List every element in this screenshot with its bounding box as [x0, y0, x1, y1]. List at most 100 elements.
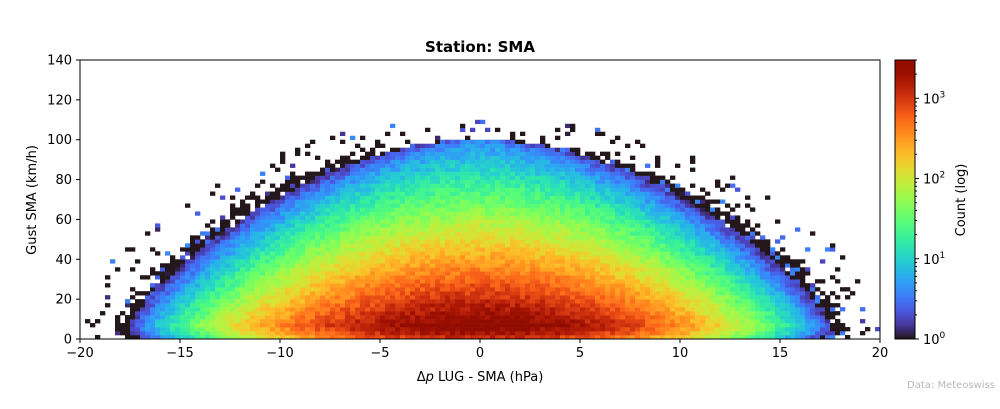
heatmap-cell — [395, 231, 401, 236]
heatmap-cell — [370, 291, 376, 296]
heatmap-cell — [380, 291, 386, 296]
heatmap-cell — [225, 259, 231, 264]
heatmap-cell — [490, 271, 496, 276]
heatmap-cell — [385, 203, 391, 208]
heatmap-cell — [540, 279, 546, 284]
heatmap-cell — [255, 231, 261, 236]
heatmap-cell — [660, 283, 666, 288]
heatmap-cell — [630, 219, 636, 224]
heatmap-cell — [580, 327, 586, 332]
heatmap-cell — [635, 295, 641, 300]
heatmap-cell — [520, 235, 526, 240]
heatmap-cell — [580, 323, 586, 328]
heatmap-cell — [560, 191, 566, 196]
heatmap-cell — [230, 295, 236, 300]
heatmap-cell — [310, 263, 316, 268]
heatmap-cell — [290, 171, 296, 176]
heatmap-cell — [580, 235, 586, 240]
heatmap-cell — [445, 215, 451, 220]
heatmap-cell — [610, 167, 616, 172]
heatmap-cell — [495, 179, 501, 184]
heatmap-cell — [340, 327, 346, 332]
heatmap-cell — [200, 243, 206, 248]
heatmap-cell — [440, 267, 446, 272]
heatmap-cell — [405, 259, 411, 264]
heatmap-cell — [435, 247, 441, 252]
heatmap-cell — [715, 215, 721, 220]
heatmap-cell — [195, 275, 201, 280]
heatmap-cell — [350, 247, 356, 252]
heatmap-cell — [485, 239, 491, 244]
heatmap-cell — [260, 299, 266, 304]
heatmap-cell — [585, 323, 591, 328]
heatmap-cell — [210, 255, 216, 260]
heatmap-cell — [265, 247, 271, 252]
heatmap-cell — [330, 187, 336, 192]
heatmap-cell — [545, 307, 551, 312]
heatmap-cell — [395, 159, 401, 164]
heatmap-cell — [450, 191, 456, 196]
heatmap-cell — [490, 319, 496, 324]
heatmap-cell — [720, 295, 726, 300]
heatmap-cell — [490, 247, 496, 252]
heatmap-cell — [680, 251, 686, 256]
heatmap-cell — [475, 251, 481, 256]
heatmap-cell — [520, 131, 526, 137]
heatmap-cell — [385, 295, 391, 300]
heatmap-cell — [400, 311, 406, 316]
heatmap-cell — [410, 179, 416, 184]
heatmap-cell — [550, 247, 556, 252]
heatmap-cell — [580, 287, 586, 292]
heatmap-cell — [370, 155, 376, 160]
heatmap-cell — [585, 211, 591, 216]
heatmap-cell — [185, 267, 191, 272]
heatmap-cell — [620, 207, 626, 212]
heatmap-cell — [485, 291, 491, 296]
heatmap-cell — [475, 151, 481, 156]
heatmap-cell — [495, 195, 501, 200]
heatmap-cell — [315, 271, 321, 276]
heatmap-cell — [590, 207, 596, 212]
heatmap-cell — [460, 259, 466, 264]
heatmap-cell — [550, 299, 556, 304]
heatmap-cell — [625, 211, 631, 216]
heatmap-cell — [535, 287, 541, 292]
heatmap-cell — [365, 235, 371, 240]
heatmap-cell — [650, 327, 656, 332]
heatmap-cell — [365, 151, 371, 156]
heatmap-cell — [335, 263, 341, 268]
heatmap-cell — [570, 199, 576, 204]
heatmap-cell — [390, 247, 396, 252]
heatmap-cell — [235, 287, 241, 292]
heatmap-cell — [325, 159, 331, 164]
heatmap-cell — [345, 231, 351, 236]
heatmap-cell — [265, 319, 271, 324]
heatmap-cell — [265, 227, 271, 232]
heatmap-cell — [565, 195, 571, 200]
heatmap-cell — [605, 319, 611, 324]
heatmap-cell — [400, 243, 406, 248]
heatmap-cell — [285, 211, 291, 216]
heatmap-cell — [260, 243, 266, 248]
heatmap-cell — [660, 199, 666, 204]
heatmap-cell — [585, 271, 591, 276]
heatmap-cell — [415, 183, 421, 188]
heatmap-cell — [585, 335, 591, 340]
heatmap-cell — [390, 151, 396, 156]
heatmap-cell — [710, 283, 716, 288]
heatmap-cell — [460, 239, 466, 244]
heatmap-cell — [240, 251, 246, 256]
heatmap-cell — [595, 295, 601, 300]
heatmap-cell — [300, 231, 306, 236]
heatmap-cell — [685, 267, 691, 272]
heatmap-cell — [615, 219, 621, 224]
heatmap-cell — [415, 147, 421, 152]
heatmap-cell — [230, 307, 236, 312]
heatmap-cell — [305, 187, 311, 192]
heatmap-cell — [465, 299, 471, 304]
heatmap-cell — [360, 259, 366, 264]
heatmap-cell — [360, 147, 366, 152]
heatmap-cell — [575, 247, 581, 252]
heatmap-cell — [210, 323, 216, 328]
heatmap-cell — [470, 243, 476, 248]
